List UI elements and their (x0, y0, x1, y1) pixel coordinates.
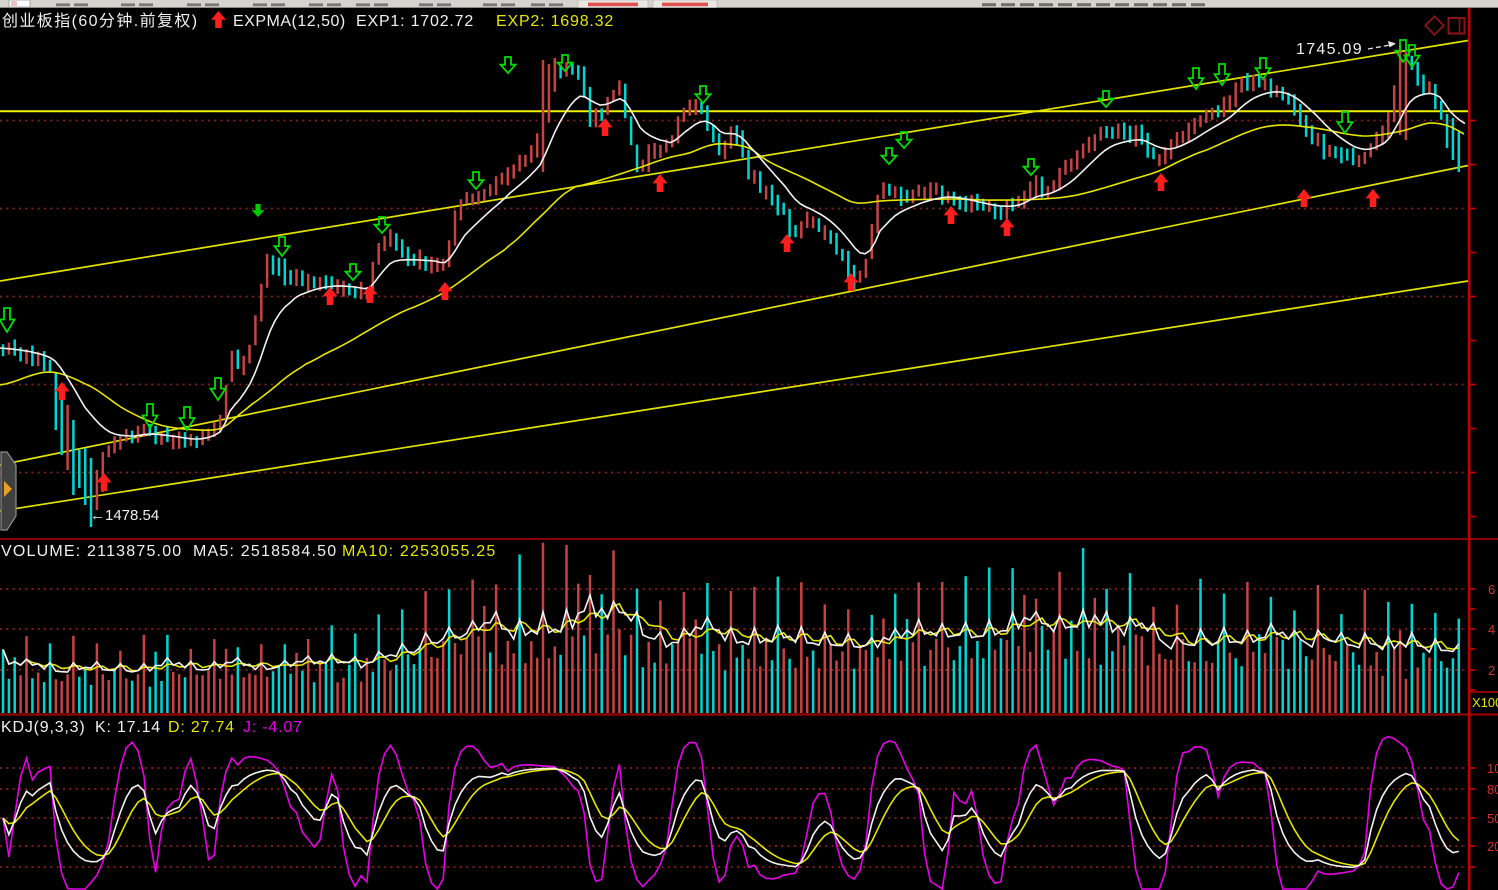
svg-text:4: 4 (1488, 622, 1495, 637)
svg-text:KDJ(9,3,3): KDJ(9,3,3) (1, 719, 85, 736)
svg-text:←1478.54: ←1478.54 (90, 507, 159, 524)
svg-text:MA10: 2253055.25: MA10: 2253055.25 (342, 543, 496, 560)
svg-text:EXP2: 1698.32: EXP2: 1698.32 (496, 13, 614, 30)
svg-text:X1000: X1000 (1472, 695, 1498, 710)
svg-text:50.00: 50.00 (1487, 811, 1498, 826)
svg-text:K: 17.14: K: 17.14 (95, 719, 161, 736)
svg-text:EXPMA(12,50): EXPMA(12,50) (233, 13, 346, 30)
svg-text:VOLUME: 2113875.00: VOLUME: 2113875.00 (1, 543, 182, 560)
svg-text:EXP1: 1702.72: EXP1: 1702.72 (356, 13, 474, 30)
svg-text:MA5: 2518584.50: MA5: 2518584.50 (193, 543, 337, 560)
svg-text:1745.09: 1745.09 (1296, 41, 1363, 58)
svg-text:80.00: 80.00 (1487, 782, 1498, 797)
svg-text:20.00: 20.00 (1487, 839, 1498, 854)
svg-text:6: 6 (1488, 582, 1495, 597)
svg-text:2: 2 (1488, 663, 1495, 678)
svg-text:D: 27.74: D: 27.74 (168, 719, 235, 736)
svg-text:J: -4.07: J: -4.07 (243, 719, 303, 736)
svg-text:创业板指(60分钟.前复权): 创业板指(60分钟.前复权) (2, 12, 199, 30)
svg-text:100.00: 100.00 (1487, 761, 1498, 776)
